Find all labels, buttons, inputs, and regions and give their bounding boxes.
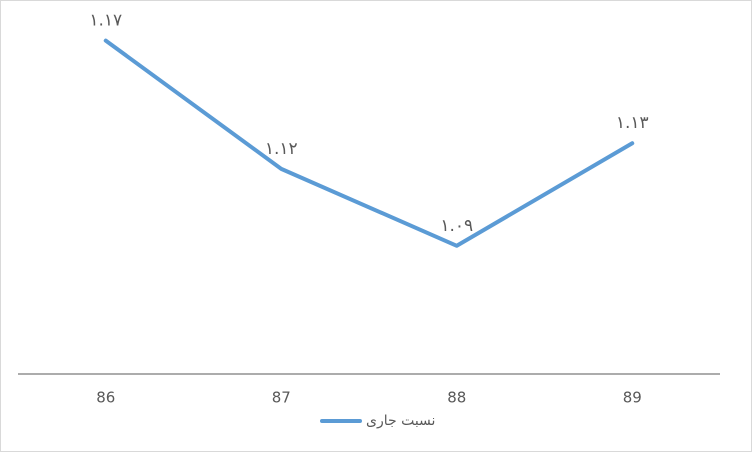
x-tick-label: 88	[447, 389, 466, 407]
x-tick-label: 87	[272, 389, 291, 407]
data-label: ۱.۱۲	[265, 139, 298, 159]
data-label: ۱.۰۹	[440, 216, 473, 236]
legend-label: نسبت جاری	[366, 413, 435, 429]
data-label: ۱.۱۷	[89, 11, 122, 31]
data-label: ۱.۱۳	[616, 113, 649, 133]
x-tick-label: 89	[623, 389, 642, 407]
x-tick-label: 86	[96, 389, 115, 407]
line	[103, 38, 635, 248]
